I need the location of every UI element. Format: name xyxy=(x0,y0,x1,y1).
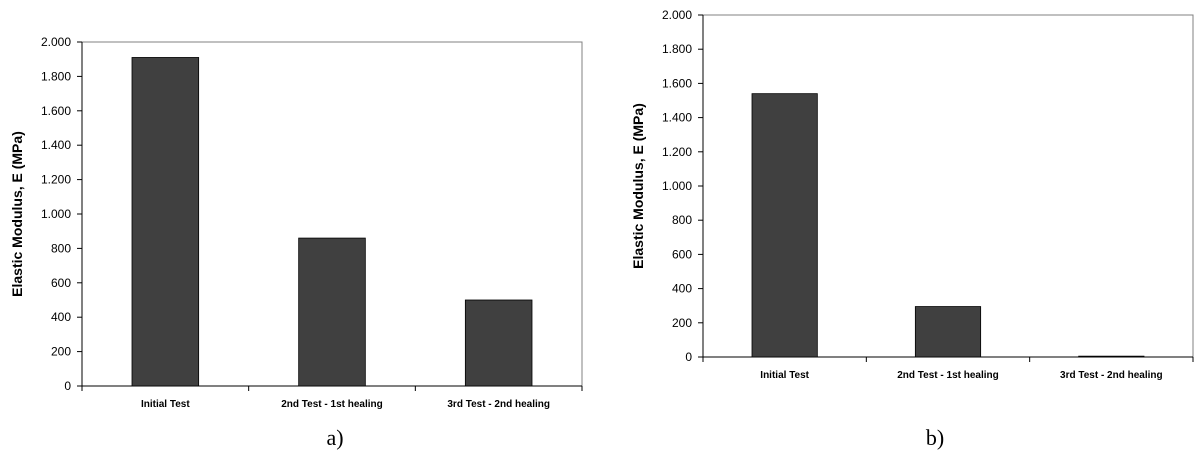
y-tick-label: 1.600 xyxy=(41,104,71,118)
y-tick-label: 1.400 xyxy=(41,138,71,152)
chart-b: 0 200 400 600 800 1.000 1.200 1.400 1.600 1.800 2.… xyxy=(630,8,1194,450)
bar xyxy=(298,237,366,387)
x-category-label: 2nd Test - 1st healing xyxy=(897,370,999,381)
y-tick-label: 1.800 xyxy=(662,42,692,56)
y-tick-label: 1.600 xyxy=(662,76,692,90)
y-tick-label: 600 xyxy=(672,247,692,261)
y-tick-label: 1.200 xyxy=(662,145,692,159)
y-tick-label: 1.400 xyxy=(662,111,692,125)
y-tick-label: 600 xyxy=(51,276,71,290)
x-category-label: 3rd Test - 2nd healing xyxy=(447,399,550,410)
y-tick-label: 200 xyxy=(672,316,692,330)
chart-a: 0 200 400 600 800 1.000 1.200 1.400 1.600 1.800 2.… xyxy=(9,35,583,450)
y-tick-label: 800 xyxy=(672,213,692,227)
y-tick-label: 1.000 xyxy=(662,179,692,193)
panel-caption: b) xyxy=(926,425,944,450)
y-tick-label: 2.000 xyxy=(662,8,692,22)
y-tick-label: 400 xyxy=(672,282,692,296)
x-category-label: Initial Test xyxy=(760,370,809,381)
x-category-label: 2nd Test - 1st healing xyxy=(281,399,383,410)
bar xyxy=(131,57,200,387)
bar xyxy=(751,93,818,358)
y-tick-label: 1.200 xyxy=(41,173,71,187)
y-tick-label: 0 xyxy=(685,350,692,364)
y-axis-title: Elastic Modulus, E (MPa) xyxy=(9,131,25,297)
y-tick-label: 0 xyxy=(64,379,71,393)
y-tick-label: 1.800 xyxy=(41,69,71,83)
bar xyxy=(1078,355,1145,358)
y-tick-label: 400 xyxy=(51,310,71,324)
y-tick-label: 200 xyxy=(51,345,71,359)
panel-caption: a) xyxy=(326,425,343,450)
x-category-label: Initial Test xyxy=(141,399,190,410)
y-tick-label: 1.000 xyxy=(41,207,71,221)
y-tick-label: 800 xyxy=(51,241,71,255)
y-axis-title: Elastic Modulus, E (MPa) xyxy=(630,103,646,269)
bar xyxy=(464,299,533,387)
bar xyxy=(914,306,982,358)
y-tick-label: 2.000 xyxy=(41,35,71,49)
x-category-label: 3rd Test - 2nd healing xyxy=(1060,370,1163,381)
